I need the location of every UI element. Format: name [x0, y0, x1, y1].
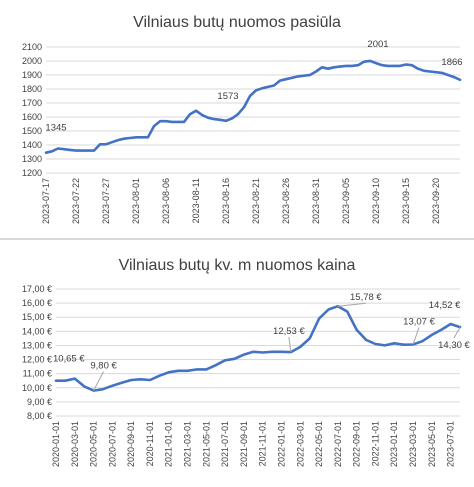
x-tick-label: 2021-11-01 [258, 421, 268, 466]
x-tick-label: 2023-08-26 [281, 178, 291, 224]
x-tick-label: 2023-08-11 [191, 178, 201, 223]
x-tick-label: 2021-01-01 [164, 421, 174, 467]
data-label: 14,52 € [429, 300, 461, 311]
x-tick-label: 2020-07-01 [107, 421, 117, 467]
y-tick-label: 12,00 € [22, 355, 52, 365]
x-tick-label: 2021-09-01 [239, 421, 249, 467]
y-tick-label: 1900 [22, 70, 42, 80]
x-tick-label: 2023-07-17 [41, 178, 51, 224]
y-tick-label: 16,00 € [22, 298, 52, 308]
y-tick-label: 14,00 € [22, 326, 52, 336]
data-label-leader [93, 371, 105, 391]
y-tick-label: 1800 [22, 84, 42, 94]
data-label-leader [412, 327, 420, 345]
x-tick-label: 2023-09-15 [401, 178, 411, 224]
x-tick-label: 2023-05-01 [427, 421, 437, 467]
x-tick-label: 2021-07-01 [220, 421, 230, 467]
y-tick-label: 2100 [22, 42, 42, 52]
x-tick-label: 2022-01-01 [276, 421, 286, 467]
data-label-leader [288, 337, 292, 353]
x-tick-label: 2023-08-16 [221, 178, 231, 224]
chart-title: Vilniaus butų nuomos pasiūla [133, 14, 341, 31]
x-tick-label: 2022-07-01 [333, 421, 343, 467]
y-tick-label: 1500 [22, 126, 42, 136]
y-tick-label: 1400 [22, 140, 42, 150]
y-tick-label: 15,00 € [22, 312, 52, 322]
x-tick-label: 2022-09-01 [352, 421, 362, 467]
x-tick-label: 2021-03-01 [183, 421, 193, 467]
data-label: 15,78 € [350, 292, 382, 303]
data-label: 1866 [441, 57, 462, 68]
x-tick-label: 2020-01-01 [51, 421, 61, 467]
rental-supply-chart: Vilniaus butų nuomos pasiūla 1200 1300 140… [22, 14, 463, 224]
data-label: 9,80 € [90, 361, 117, 372]
rental-supply-chart-panel: Vilniaus butų nuomos pasiūla 1200 1300 140… [0, 0, 474, 238]
data-label: 2001 [367, 39, 388, 50]
data-label: 13,07 € [403, 316, 435, 327]
x-tick-label: 2020-05-01 [89, 421, 99, 467]
x-tick-label: 2023-03-01 [408, 421, 418, 467]
rental-price-chart: Vilniaus butų kv. m nuomos kaina 8,00 € 9… [22, 257, 471, 467]
data-label: 14,30 € [438, 340, 470, 351]
x-tick-label: 2020-03-01 [70, 421, 80, 467]
data-label: 10,65 € [53, 354, 85, 365]
x-tick-label: 2023-08-01 [131, 178, 141, 224]
x-tick-label: 2020-11-01 [145, 421, 155, 466]
x-tick-label: 2021-05-01 [201, 421, 211, 467]
y-tick-label: 1300 [22, 154, 42, 164]
y-tick-label: 9,00 € [27, 397, 52, 407]
x-tick-label: 2022-05-01 [314, 421, 324, 467]
x-tick-label: 2020-09-01 [126, 421, 136, 467]
x-tick-label: 2023-09-10 [371, 178, 381, 224]
y-tick-label: 10,00 € [22, 383, 52, 393]
x-tick-label: 2023-07-22 [71, 178, 81, 224]
x-tick-label: 2023-08-06 [161, 178, 171, 224]
y-tick-label: 13,00 € [22, 340, 52, 350]
data-label: 1573 [217, 91, 238, 102]
y-tick-label: 17,00 € [22, 284, 52, 294]
x-tick-label: 2023-09-05 [341, 178, 351, 224]
series-line [44, 59, 462, 154]
x-tick-label: 2023-07-27 [101, 178, 111, 224]
series-line [54, 304, 462, 392]
data-label: 12,53 € [273, 326, 305, 337]
data-label-leader [337, 302, 366, 307]
y-tick-label: 1600 [22, 112, 42, 122]
x-tick-label: 2022-11-01 [370, 421, 380, 466]
x-tick-label: 2023-01-01 [389, 421, 399, 467]
y-tick-label: 1700 [22, 98, 42, 108]
y-tick-label: 1200 [22, 168, 42, 178]
chart-title: Vilniaus butų kv. m nuomos kaina [119, 257, 356, 274]
y-tick-label: 2000 [22, 56, 42, 66]
data-label: 1345 [45, 123, 66, 134]
x-tick-label: 2023-08-31 [311, 178, 321, 224]
x-tick-label: 2023-08-21 [251, 178, 261, 224]
x-tick-label: 2022-03-01 [295, 421, 305, 467]
x-tick-label: 2023-09-20 [431, 178, 441, 224]
y-tick-label: 8,00 € [27, 411, 52, 421]
rental-price-chart-panel: Vilniaus butų kv. m nuomos kaina 8,00 € 9… [0, 240, 474, 487]
chart-divider [0, 238, 474, 240]
x-tick-label: 2023-07-01 [446, 421, 456, 467]
data-label-leader [453, 326, 461, 339]
y-tick-label: 11,00 € [23, 369, 52, 379]
